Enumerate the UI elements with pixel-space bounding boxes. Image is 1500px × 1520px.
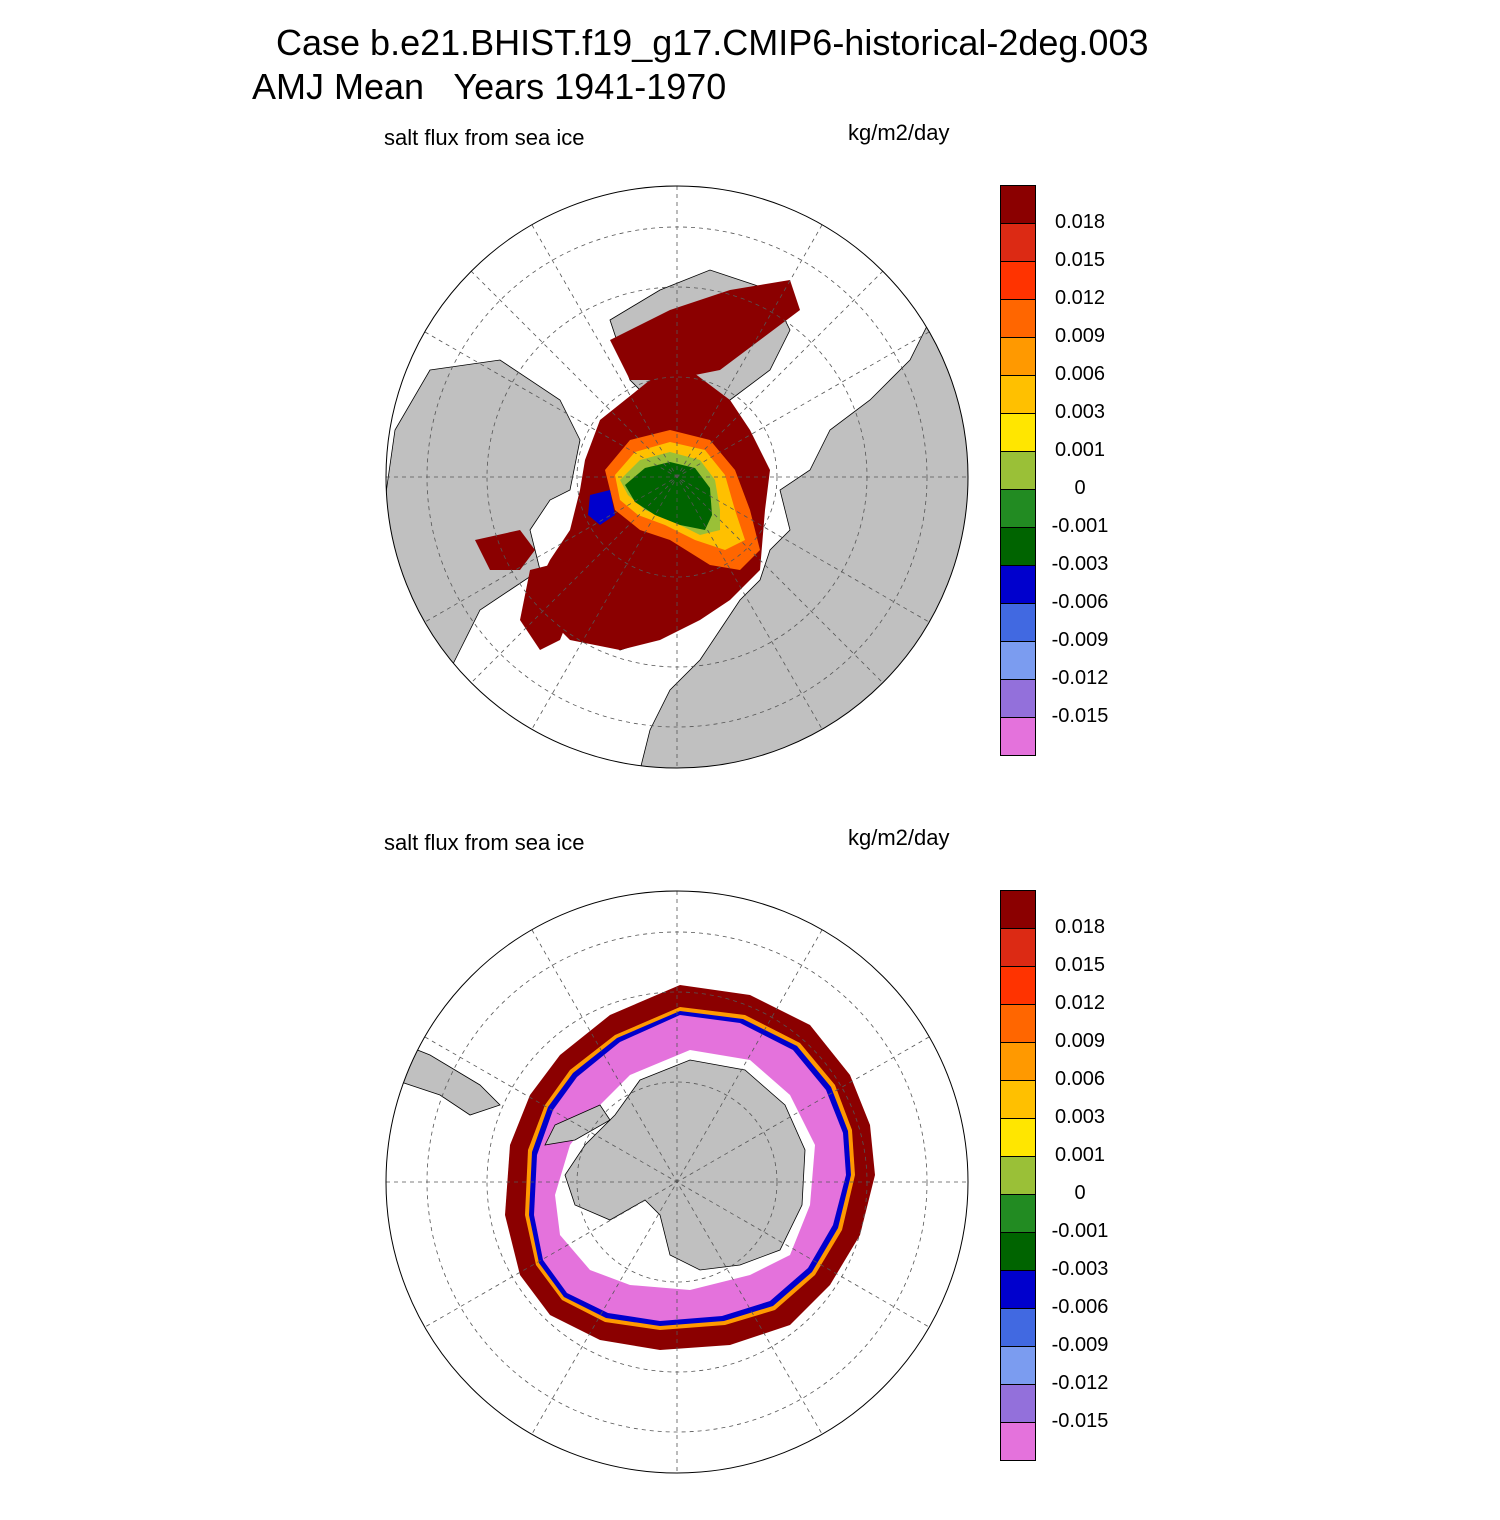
colorbar-swatch: [1000, 1385, 1036, 1423]
colorbar-tick-label: -0.003: [1051, 1258, 1109, 1280]
south-polar-map: [385, 890, 969, 1474]
variable-label: salt flux from sea ice: [384, 125, 585, 150]
colorbar-swatch: [1000, 224, 1036, 262]
variable-label: salt flux from sea ice: [384, 830, 585, 855]
colorbar-tick-label: -0.009: [1051, 629, 1109, 651]
antarctica-landmass: [564, 1059, 806, 1271]
units-label: kg/m2/day: [848, 120, 950, 145]
colorbar-tick-label: 0.015: [1054, 249, 1106, 271]
colorbar-tick-label: 0.006: [1054, 1068, 1106, 1090]
colorbar-tick-label: 0.003: [1054, 1106, 1106, 1128]
colorbar-swatch: [1000, 1081, 1036, 1119]
colorbar-tick-label: 0.018: [1054, 916, 1106, 938]
north-polar-map: [385, 185, 969, 769]
colorbar-tick-label: 0.003: [1054, 401, 1106, 423]
colorbar-tick-label: -0.012: [1051, 1372, 1109, 1394]
colorbar: [1000, 185, 1036, 756]
colorbar-tick-label: -0.012: [1051, 667, 1109, 689]
colorbar-swatch: [1000, 680, 1036, 718]
colorbar-swatch: [1000, 262, 1036, 300]
colorbar-tick-label: 0.015: [1054, 954, 1106, 976]
colorbar-swatch: [1000, 490, 1036, 528]
colorbar-swatch: [1000, 1119, 1036, 1157]
colorbar-tick-label: 0.012: [1054, 992, 1106, 1014]
colorbar-swatch: [1000, 1157, 1036, 1195]
colorbar-swatch: [1000, 1271, 1036, 1309]
colorbar-tick-label: -0.001: [1051, 1220, 1109, 1242]
colorbar-swatch: [1000, 642, 1036, 680]
map-boundary: [385, 890, 969, 1474]
colorbar-swatch: [1000, 718, 1036, 756]
colorbar-swatch: [1000, 1423, 1036, 1461]
colorbar-swatch: [1000, 967, 1036, 1005]
kara-barents-ice-fill: [610, 280, 800, 380]
colorbar-swatch: [1000, 376, 1036, 414]
colorbar-tick-label: -0.006: [1051, 1296, 1109, 1318]
colorbar-tick-label: 0: [1074, 1182, 1086, 1204]
colorbar-tick-label: -0.015: [1051, 705, 1109, 727]
south-hemisphere-panel: salt flux from sea ice kg/m2/day: [0, 820, 1500, 1520]
colorbar-tick-label: -0.006: [1051, 591, 1109, 613]
colorbar-swatch: [1000, 414, 1036, 452]
colorbar-tick-label: -0.009: [1051, 1334, 1109, 1356]
colorbar-swatch: [1000, 566, 1036, 604]
baffin-ice-fill: [520, 560, 580, 650]
central-arctic-fill: [625, 462, 712, 530]
colorbar-tick-label: 0.012: [1054, 287, 1106, 309]
colorbar-swatch: [1000, 929, 1036, 967]
colorbar-tick-label: 0.001: [1054, 439, 1106, 461]
colorbar-tick-label: -0.003: [1051, 553, 1109, 575]
colorbar-swatch: [1000, 604, 1036, 642]
figure-subtitle: AMJ Mean Years 1941-1970: [252, 66, 727, 107]
colorbar-swatch: [1000, 1347, 1036, 1385]
figure-title: Case b.e21.BHIST.f19_g17.CMIP6-historica…: [276, 22, 1149, 63]
colorbar-tick-label: -0.015: [1051, 1410, 1109, 1432]
colorbar-tick-label: 0: [1074, 477, 1086, 499]
colorbar-tick-label: 0.001: [1054, 1144, 1106, 1166]
colorbar: [1000, 890, 1036, 1461]
colorbar-swatch: [1000, 528, 1036, 566]
colorbar-swatch: [1000, 185, 1036, 224]
graticule: [386, 186, 968, 768]
colorbar-tick-label: 0.009: [1054, 1030, 1106, 1052]
colorbar-swatch: [1000, 1309, 1036, 1347]
colorbar-swatch: [1000, 338, 1036, 376]
colorbar-swatch: [1000, 1233, 1036, 1271]
colorbar-tick-label: 0.006: [1054, 363, 1106, 385]
colorbar-swatch: [1000, 1043, 1036, 1081]
colorbar-swatch: [1000, 1005, 1036, 1043]
colorbar-tick-label: 0.018: [1054, 211, 1106, 233]
colorbar-swatch: [1000, 1195, 1036, 1233]
units-label: kg/m2/day: [848, 825, 950, 850]
hudson-bay-ice-fill: [475, 530, 535, 570]
colorbar-swatch: [1000, 300, 1036, 338]
graticule: [386, 891, 968, 1473]
north-hemisphere-panel: salt flux from sea ice kg/m2/day: [0, 115, 1500, 815]
map-boundary: [385, 185, 969, 769]
colorbar-tick-label: -0.001: [1051, 515, 1109, 537]
colorbar-swatch: [1000, 890, 1036, 929]
colorbar-swatch: [1000, 452, 1036, 490]
colorbar-tick-label: 0.009: [1054, 325, 1106, 347]
